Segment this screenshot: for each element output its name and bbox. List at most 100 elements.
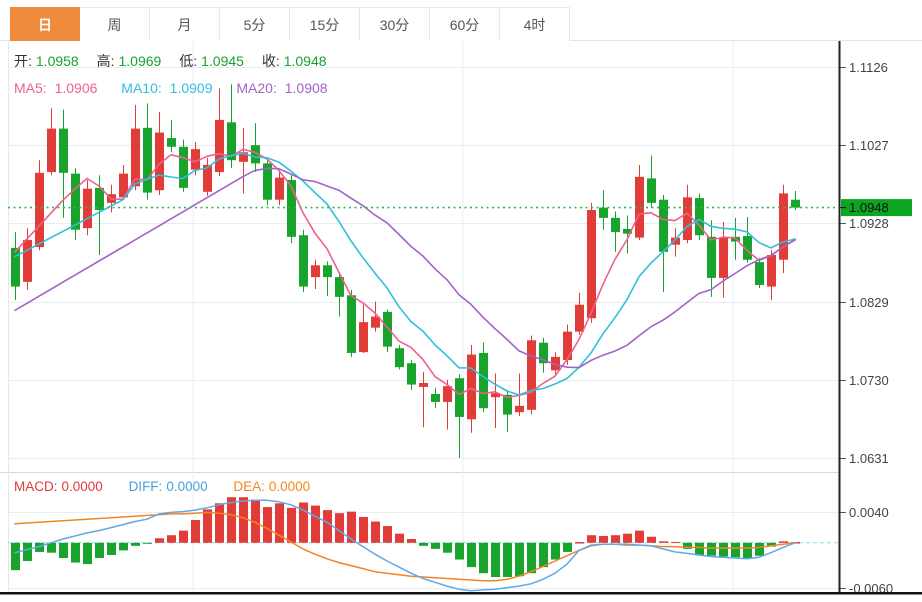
candle-body [611,217,620,233]
price-pane[interactable]: 1.1126 1.1027 1.0928 1.0829 1.0730 1.0631 1.09… [0,41,922,472]
candle-body [455,378,464,417]
close-value: 1.0948 [283,53,327,69]
macd-hist-bar [635,530,644,543]
tab-30min[interactable]: 30分 [360,7,430,41]
open-label: 开: [14,53,32,69]
candle-body [791,199,800,208]
macd-hist-bar [371,521,380,543]
candle-body [587,209,596,319]
macd-hist-bar [347,511,356,543]
candle-body [83,188,92,229]
candle-body [623,228,632,234]
candle-body [47,128,56,173]
macd-hist-bar [647,536,656,543]
candle-body [299,235,308,287]
macd-pane[interactable]: 0.0040 -0.0060 [0,472,922,602]
candle-body [647,178,656,203]
tab-5min[interactable]: 5分 [220,7,290,41]
macd-hist-bar [215,503,224,543]
candle-body [575,304,584,332]
macd-hist-bar [119,542,128,551]
macd-hist-bar [683,542,692,549]
candle-body [311,265,320,278]
macd-hist-bar [35,542,44,552]
ma20-line [14,167,796,369]
candle-body [659,199,668,252]
macd-hist-bar [47,542,56,553]
macd-hist-bar [467,542,476,568]
macd-hist-bar [287,507,296,543]
candle-body [215,119,224,173]
ma-readout: MA5: 1.0906 MA10: 1.0909 MA20: 1.0908 [14,80,336,96]
candle-body [155,132,164,191]
candle-body [95,187,104,210]
candle-body [683,197,692,240]
interval-tabbar: 日周月 5分 15分 30分 60分 4时 [0,0,922,41]
ohlc-readout: 开: 1.0958 高: 1.0969 低: 1.0945 收: 1.0948 [14,51,331,71]
macd-hist-bar [455,542,464,560]
candle-body [203,164,212,192]
candle-body [395,348,404,368]
candle-body [503,394,512,415]
macd-hist-bar [59,542,68,558]
macd-hist-bar [731,542,740,558]
candle-body [167,138,176,147]
macd-hist-bar [143,542,152,544]
high-label: 高: [96,53,115,69]
macd-hist-bar [767,542,776,547]
candle-body [131,128,140,187]
candle-body [479,352,488,409]
macd-hist-bar [779,541,788,543]
macd-hist-bar [395,533,404,543]
macd-hist-bar [719,542,728,557]
tab-month[interactable]: 月 [150,7,220,41]
macd-hist-bar [251,499,260,543]
macd-chart[interactable]: 0.0040-0.0060 [0,472,922,602]
macd-hist-bar [671,542,680,544]
macd-hist-bar [299,502,308,543]
ma20-readout: MA20: 1.0908 [236,80,328,96]
candle-body [383,311,392,347]
macd-value-readout: MACD: 0.0000 [14,479,103,494]
macd-hist-bar [491,542,500,577]
candle-body [755,262,764,286]
current-price-badge [841,199,912,217]
tab-week[interactable]: 周 [80,7,150,41]
candle-body [251,145,260,164]
tab-day[interactable]: 日 [10,7,80,41]
candle-body [743,236,752,260]
macd-hist-bar [275,503,284,543]
candlestick-chart[interactable]: 1.1126 1.1027 1.0928 1.0829 1.0730 1.0631 1.09… [0,41,922,472]
price-axis-label: 1.0928 [849,216,889,231]
candle-body [467,354,476,420]
low-label: 低: [179,53,198,69]
tab-60min[interactable]: 60分 [430,7,500,41]
candle-body [23,239,32,282]
diff-line [14,499,796,592]
macd-hist-bar [707,542,716,556]
macd-hist-bar [539,542,548,568]
dea-value-readout: DEA: 0.0000 [233,479,311,494]
macd-hist-bar [587,535,596,543]
macd-hist-bar [239,497,248,543]
macd-hist-bar [227,497,236,543]
macd-hist-bar [191,520,200,543]
macd-hist-bar [431,542,440,549]
tab-4hour[interactable]: 4时 [500,7,570,41]
candle-body [719,237,728,278]
macd-hist-bar [203,509,212,543]
candle-body [707,236,716,278]
candle-body [599,207,608,218]
macd-hist-bar [179,530,188,543]
macd-hist-bar [335,513,344,543]
macd-hist-bar [515,542,524,577]
macd-hist-bar [263,507,272,543]
candle-body [191,149,200,170]
price-axis-label: 1.0829 [849,295,889,310]
candle-body [119,173,128,198]
candle-body [323,265,332,278]
tab-15min[interactable]: 15分 [290,7,360,41]
macd-hist-bar [311,505,320,543]
diff-value-readout: DIFF: 0.0000 [128,479,208,494]
price-axis-label: 1.0631 [849,451,889,466]
